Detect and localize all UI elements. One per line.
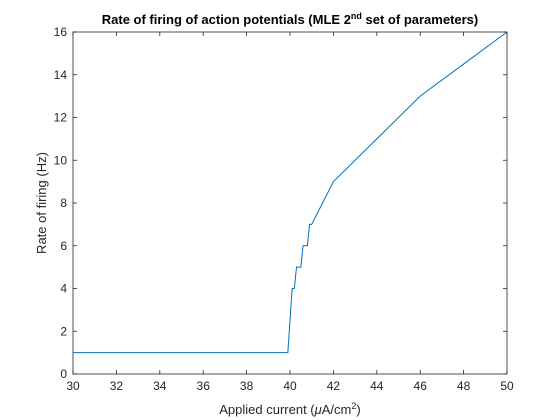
series-line-0 bbox=[73, 31, 508, 354]
x-tick-label: 32 bbox=[110, 379, 124, 393]
y-tick-label: 14 bbox=[54, 68, 68, 82]
x-tick-label: 42 bbox=[327, 379, 341, 393]
y-tick-label: 12 bbox=[54, 111, 68, 125]
x-tick-label: 50 bbox=[500, 379, 514, 393]
y-axis-label: Rate of firing (Hz) bbox=[34, 152, 49, 254]
x-tick-label: 44 bbox=[370, 379, 384, 393]
x-tick-label: 34 bbox=[153, 379, 167, 393]
x-tick-label: 36 bbox=[197, 379, 211, 393]
series-layer bbox=[73, 31, 508, 354]
y-tick-label: 8 bbox=[60, 196, 67, 210]
x-axis-label: Applied current (μA/cm2) bbox=[219, 401, 361, 417]
y-tick-label: 16 bbox=[54, 25, 68, 39]
x-tick-label: 46 bbox=[414, 379, 428, 393]
x-tick-label: 30 bbox=[66, 379, 80, 393]
x-tick-label: 38 bbox=[240, 379, 254, 393]
y-tick-label: 0 bbox=[60, 367, 67, 381]
y-tick-label: 2 bbox=[60, 324, 67, 338]
x-tick-label: 40 bbox=[283, 379, 297, 393]
y-tick-label: 4 bbox=[60, 282, 67, 296]
y-tick-label: 10 bbox=[54, 153, 68, 167]
x-tick-label: 48 bbox=[457, 379, 471, 393]
y-tick-label: 6 bbox=[60, 239, 67, 253]
chart-title: Rate of firing of action potentials (MLE… bbox=[102, 11, 479, 27]
